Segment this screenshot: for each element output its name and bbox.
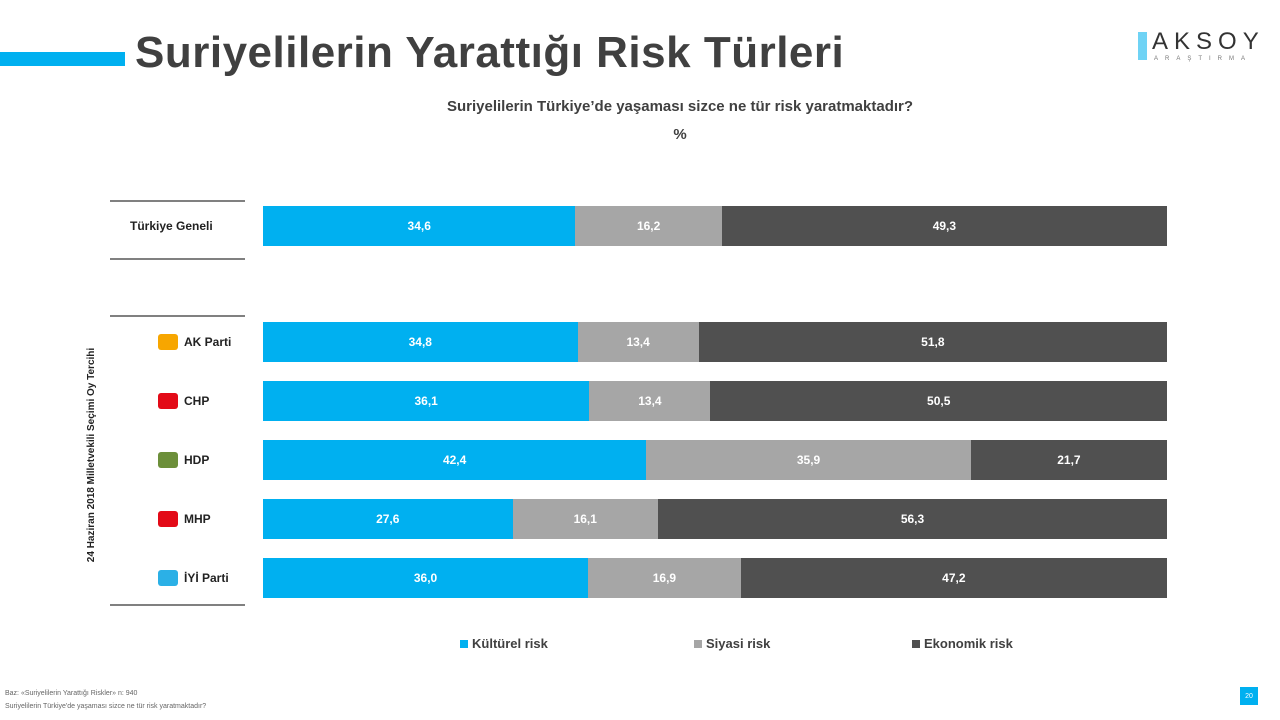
bar-row: 36,1 13,4 50,5 bbox=[263, 381, 1167, 421]
bar-segment: 16,9 bbox=[588, 558, 741, 598]
logo-sub: ARAŞTIRMA bbox=[1154, 56, 1253, 62]
legend-label: Kültürel risk bbox=[472, 636, 548, 651]
category-text: Türkiye Geneli bbox=[130, 219, 213, 233]
aksoy-logo: AKSOY ARAŞTIRMA bbox=[1138, 28, 1259, 68]
legend-item-kulturel: Kültürel risk bbox=[460, 636, 548, 651]
bar-segment: 36,1 bbox=[263, 381, 590, 421]
bar-row: 34,6 16,2 49,3 bbox=[263, 206, 1167, 246]
footer-question: Suriyelilerin Türkiye'de yaşaması sizce … bbox=[5, 703, 207, 710]
bar-row: 36,0 16,9 47,2 bbox=[263, 558, 1167, 598]
logo-mark-icon bbox=[1138, 32, 1147, 60]
legend-swatch bbox=[912, 639, 920, 648]
bar-segment: 13,4 bbox=[577, 322, 699, 362]
category-label: İYİ Parti bbox=[158, 558, 229, 598]
bar-segment: 35,9 bbox=[646, 440, 971, 480]
party-logo-icon bbox=[158, 452, 178, 468]
chart-unit: % bbox=[673, 126, 687, 143]
bar-segment: 27,6 bbox=[263, 499, 513, 539]
category-label: CHP bbox=[158, 381, 209, 421]
category-text: AK Parti bbox=[184, 335, 232, 349]
category-text: MHP bbox=[184, 512, 211, 526]
bar-segment: 51,8 bbox=[698, 322, 1167, 362]
category-label: MHP bbox=[158, 499, 211, 539]
bar-segment: 36,0 bbox=[263, 558, 589, 598]
bar-row: 27,6 16,1 56,3 bbox=[263, 499, 1167, 539]
title-accent-bar bbox=[0, 52, 125, 66]
bar-segment: 56,3 bbox=[658, 499, 1167, 539]
divider bbox=[110, 604, 245, 606]
bar-segment: 16,1 bbox=[512, 499, 659, 539]
footer-base: Baz: «Suriyelilerin Yarattığı Riskler» n… bbox=[5, 690, 138, 697]
category-text: CHP bbox=[184, 394, 210, 408]
bar-segment: 16,2 bbox=[575, 206, 722, 246]
category-text: HDP bbox=[184, 453, 210, 467]
legend-item-siyasi: Siyasi risk bbox=[694, 636, 770, 651]
divider bbox=[110, 200, 245, 202]
party-logo-icon bbox=[158, 511, 178, 527]
page-number: 20 bbox=[1240, 687, 1258, 705]
bar-segment: 49,3 bbox=[721, 206, 1167, 246]
category-text: İYİ Parti bbox=[184, 571, 229, 585]
bar-segment: 34,6 bbox=[263, 206, 576, 246]
legend-item-ekonomik: Ekonomik risk bbox=[912, 636, 1013, 651]
legend-swatch bbox=[694, 639, 702, 648]
legend-label: Siyasi risk bbox=[706, 636, 771, 651]
page-title: Suriyelilerin Yarattığı Risk Türleri bbox=[135, 28, 845, 77]
bar-segment: 13,4 bbox=[589, 381, 711, 421]
category-label: AK Parti bbox=[158, 322, 231, 362]
party-logo-icon bbox=[158, 570, 178, 586]
bar-segment: 21,7 bbox=[970, 440, 1167, 480]
category-label: Türkiye Geneli bbox=[130, 206, 213, 246]
chart-subtitle: Suriyelilerin Türkiye’de yaşaması sizce … bbox=[446, 98, 914, 115]
party-logo-icon bbox=[158, 393, 178, 409]
bar-segment: 34,8 bbox=[263, 322, 578, 362]
divider bbox=[110, 258, 245, 260]
group-axis-label: 24 Haziran 2018 Milletvekili Seçimi Oy T… bbox=[86, 347, 97, 563]
bar-segment: 50,5 bbox=[710, 381, 1167, 421]
party-logo-icon bbox=[158, 334, 178, 350]
bar-row: 34,8 13,4 51,8 bbox=[263, 322, 1167, 362]
bar-row: 42,4 35,9 21,7 bbox=[263, 440, 1167, 480]
bar-segment: 42,4 bbox=[263, 440, 647, 480]
divider bbox=[110, 315, 245, 317]
category-label: HDP bbox=[158, 440, 209, 480]
legend-swatch bbox=[460, 639, 468, 648]
legend-label: Ekonomik risk bbox=[924, 636, 1013, 651]
logo-brand: AKSOY bbox=[1152, 28, 1265, 55]
bar-segment: 47,2 bbox=[740, 558, 1167, 598]
